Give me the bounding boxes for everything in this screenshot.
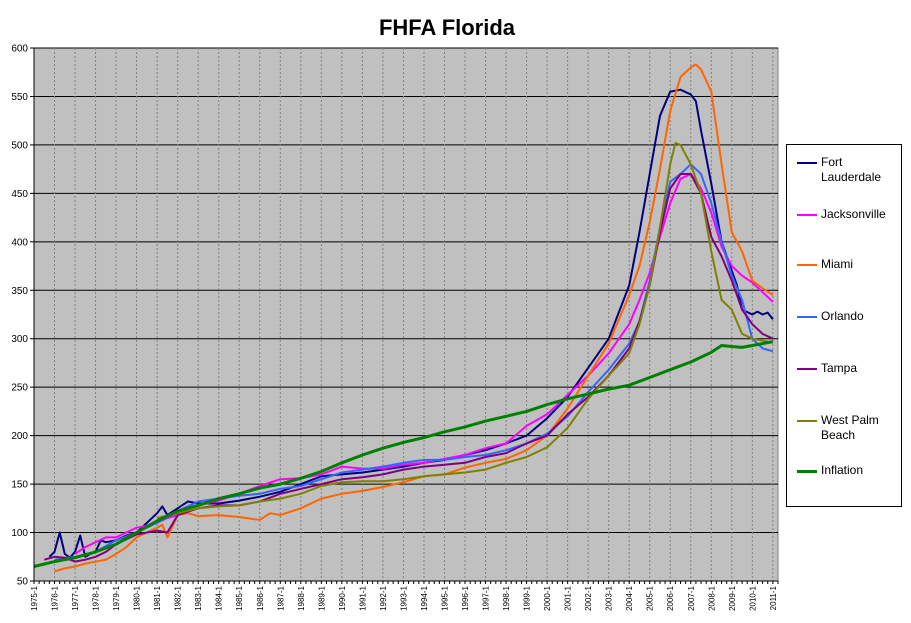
series-line-west-palm-beach	[156, 142, 774, 519]
x-tick-label: 1982-1	[174, 585, 183, 610]
y-tick-label: 300	[11, 334, 28, 345]
x-tick-label: 2010-1	[748, 585, 757, 610]
x-tick-label: 1986-1	[256, 585, 265, 610]
y-axis: 50 100 150 200 250 300 350 400 450 500 550 600	[11, 44, 34, 588]
x-tick-label: 1997-1	[482, 585, 491, 610]
y-tick-label: 400	[11, 237, 28, 248]
legend-item: Miami	[797, 257, 901, 272]
y-tick-label: 250	[11, 383, 28, 394]
x-tick-label: 1980-1	[133, 585, 142, 610]
x-tick-label: 1991-1	[358, 585, 367, 610]
x-tick-label: 2006-1	[666, 585, 675, 610]
x-tick-label: 2004-1	[625, 585, 634, 610]
x-tick-label: 1988-1	[297, 585, 306, 610]
legend-swatch	[797, 162, 817, 164]
x-tick-label: 1983-1	[194, 585, 203, 610]
legend-swatch	[797, 316, 817, 318]
legend-label: Miami	[821, 257, 853, 271]
legend-item: Fort Lauderdale	[797, 155, 901, 185]
y-tick-label: 500	[11, 140, 28, 151]
x-tick-label: 1992-1	[379, 585, 388, 610]
x-tick-label: 2003-1	[605, 585, 614, 610]
y-gridlines	[34, 47, 778, 534]
x-tick-label: 2000-1	[543, 585, 552, 610]
legend-item: West Palm Beach	[797, 413, 901, 443]
x-tick-label: 1993-1	[399, 585, 408, 610]
x-tick-label: 1985-1	[235, 585, 244, 610]
x-tick-label: 1999-1	[523, 585, 532, 610]
x-tick-label: 1984-1	[215, 585, 224, 610]
series-line-tampa	[44, 173, 774, 563]
x-tick-label: 2007-1	[687, 585, 696, 610]
x-tick-label: 2005-1	[646, 585, 655, 610]
legend-swatch	[797, 214, 817, 216]
x-tick-label: 1990-1	[338, 585, 347, 610]
x-tick-label: 1987-1	[276, 585, 285, 610]
y-tick-label: 350	[11, 286, 28, 297]
legend-label: Fort Lauderdale	[821, 155, 882, 184]
x-tick-label: 1996-1	[461, 585, 470, 610]
legend-label: Tampa	[821, 361, 858, 375]
y-tick-label: 550	[11, 92, 28, 103]
x-gridlines	[54, 48, 774, 581]
legend-swatch	[797, 420, 817, 422]
series-line-orlando	[54, 163, 774, 561]
x-axis: 1975-1 1976-1 1977-1 1978-1 1979-1 1980-1 1981…	[30, 581, 779, 611]
legend-swatch	[797, 368, 817, 370]
legend-label: Jacksonville	[821, 207, 886, 221]
series-lines	[33, 63, 774, 573]
legend-item: Orlando	[797, 309, 901, 324]
x-tick-label: 2009-1	[728, 585, 737, 610]
y-tick-label: 150	[11, 480, 28, 491]
x-tick-label: 1977-1	[71, 585, 80, 610]
x-tick-label: 1994-1	[420, 585, 429, 610]
series-line-inflation	[33, 340, 774, 568]
x-tick-label: 1998-1	[502, 585, 511, 610]
y-tick-label: 200	[11, 431, 28, 442]
legend-label: West Palm Beach	[821, 413, 879, 442]
legend: Fort Lauderdale Jacksonville Miami Orlando T…	[786, 144, 902, 507]
x-tick-label: 2002-1	[584, 585, 593, 610]
x-tick-label: 1975-1	[30, 585, 39, 610]
y-tick-label: 50	[17, 577, 29, 588]
legend-swatch	[797, 470, 817, 473]
legend-item: Inflation	[797, 463, 901, 478]
x-tick-label: 2008-1	[707, 585, 716, 610]
legend-label: Inflation	[821, 463, 864, 477]
plot-area	[33, 47, 779, 582]
x-tick-label: 1995-1	[440, 585, 449, 610]
x-tick-label: 1976-1	[51, 585, 60, 610]
x-tick-label: 1978-1	[92, 585, 101, 610]
legend-label: Orlando	[821, 309, 864, 323]
legend-item: Tampa	[797, 361, 901, 376]
chart-title: FHFA Florida	[379, 15, 516, 40]
y-tick-label: 450	[11, 189, 28, 200]
x-tick-label: 2011-1	[769, 585, 778, 610]
x-tick-label: 2001-1	[564, 585, 573, 610]
y-tick-label: 100	[11, 528, 28, 539]
legend-swatch	[797, 264, 817, 266]
legend-item: Jacksonville	[797, 207, 901, 222]
x-tick-label: 1979-1	[112, 585, 121, 610]
x-tick-label: 1981-1	[153, 585, 162, 610]
x-tick-label: 1989-1	[317, 585, 326, 610]
y-tick-label: 600	[11, 44, 28, 55]
